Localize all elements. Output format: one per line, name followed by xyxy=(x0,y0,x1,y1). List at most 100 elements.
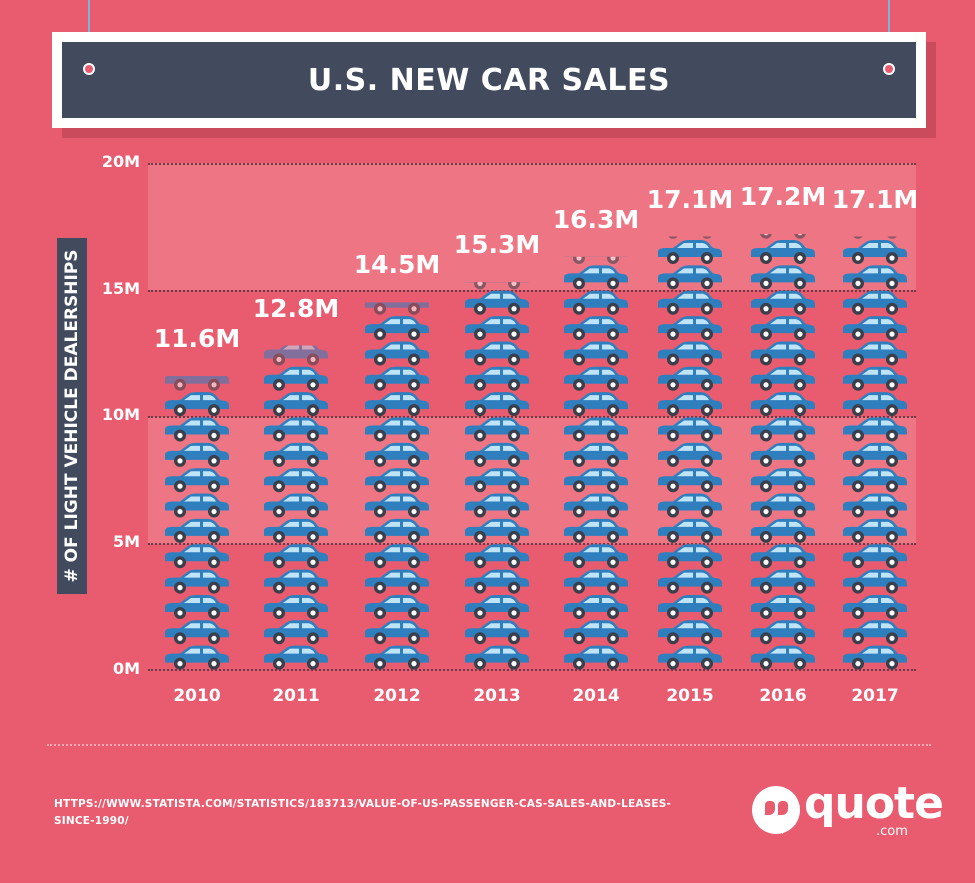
car-icon xyxy=(465,569,529,594)
car-bar-2014 xyxy=(564,256,628,670)
car-bar-2013 xyxy=(465,282,529,670)
car-icon xyxy=(264,417,328,442)
value-label-2011: 12.8M xyxy=(252,293,340,323)
car-icon xyxy=(751,316,815,341)
car-icon xyxy=(264,544,328,569)
car-icon xyxy=(264,645,328,670)
car-icon-partial xyxy=(264,345,328,366)
car-icon xyxy=(465,417,529,442)
x-tick-2010: 2010 xyxy=(173,686,221,706)
quote-logo[interactable]: quote .com xyxy=(752,778,944,840)
car-icon xyxy=(365,645,429,670)
value-label-2017: 17.1M xyxy=(831,184,919,214)
car-icon xyxy=(365,594,429,619)
car-icon-partial xyxy=(465,282,529,290)
car-icon xyxy=(365,341,429,366)
gridline-10 xyxy=(148,416,916,418)
car-icon xyxy=(751,645,815,670)
car-icon xyxy=(264,518,328,543)
car-icon xyxy=(365,493,429,518)
car-icon xyxy=(564,620,628,645)
car-icon xyxy=(843,290,907,315)
gridline-15 xyxy=(148,290,916,292)
car-bar-2017 xyxy=(843,236,907,670)
car-icon xyxy=(751,417,815,442)
footer-separator xyxy=(47,744,931,746)
logo-suffix: .com xyxy=(876,824,908,839)
car-icon-partial xyxy=(760,233,806,239)
car-icon xyxy=(751,569,815,594)
gridline-0 xyxy=(148,669,916,671)
car-icon xyxy=(264,442,328,467)
car-icon xyxy=(165,442,229,467)
car-icon xyxy=(264,620,328,645)
car-icon xyxy=(465,544,529,569)
car-icon xyxy=(465,366,529,391)
car-icon xyxy=(264,392,328,417)
car-icon xyxy=(843,544,907,569)
car-icon xyxy=(658,544,722,569)
x-tick-2014: 2014 xyxy=(572,686,620,706)
car-icon xyxy=(365,366,429,391)
car-icon xyxy=(751,392,815,417)
car-bar-2012 xyxy=(365,302,429,670)
car-icon xyxy=(564,392,628,417)
car-icon xyxy=(843,493,907,518)
car-icon xyxy=(465,290,529,315)
value-label-2015: 17.1M xyxy=(646,184,734,214)
car-icon xyxy=(465,518,529,543)
car-icon xyxy=(465,316,529,341)
value-label-2010: 11.6M xyxy=(153,323,241,353)
x-tick-2013: 2013 xyxy=(473,686,521,706)
gridline-20 xyxy=(148,163,916,165)
car-icon xyxy=(564,366,628,391)
car-icon xyxy=(465,594,529,619)
car-icon xyxy=(465,392,529,417)
banner-pin-right xyxy=(883,63,895,75)
car-icon xyxy=(843,645,907,670)
car-icon xyxy=(564,316,628,341)
car-icon xyxy=(658,442,722,467)
car-icon xyxy=(165,544,229,569)
car-icon xyxy=(658,417,722,442)
car-icon xyxy=(751,468,815,493)
car-icon xyxy=(365,442,429,467)
car-icon xyxy=(751,290,815,315)
car-icon xyxy=(165,620,229,645)
car-icon xyxy=(658,645,722,670)
car-icon-partial xyxy=(165,375,229,391)
car-icon xyxy=(365,316,429,341)
car-icon xyxy=(365,544,429,569)
car-bar-2010 xyxy=(165,375,229,670)
car-icon xyxy=(843,392,907,417)
car-icon xyxy=(165,645,229,670)
car-icon xyxy=(751,620,815,645)
y-axis-label-box xyxy=(57,238,87,594)
car-icon xyxy=(465,341,529,366)
car-icon xyxy=(564,645,628,670)
car-icon xyxy=(843,366,907,391)
y-tick-20: 20M xyxy=(101,152,140,171)
car-bar-2015 xyxy=(658,236,722,670)
x-tick-2015: 2015 xyxy=(666,686,714,706)
car-icon xyxy=(843,341,907,366)
car-icon xyxy=(843,620,907,645)
car-icon xyxy=(564,442,628,467)
car-icon xyxy=(658,366,722,391)
car-icon xyxy=(751,341,815,366)
car-icon xyxy=(465,620,529,645)
car-icon xyxy=(658,569,722,594)
car-icon xyxy=(365,468,429,493)
car-icon xyxy=(751,544,815,569)
car-icon xyxy=(658,316,722,341)
car-icon xyxy=(843,316,907,341)
car-icon xyxy=(165,518,229,543)
x-tick-2016: 2016 xyxy=(759,686,807,706)
car-icon xyxy=(365,518,429,543)
car-icon-partial xyxy=(365,302,429,315)
source-url[interactable]: HTTPS://WWW.STATISTA.COM/STATISTICS/1837… xyxy=(54,798,672,827)
car-icon xyxy=(465,442,529,467)
logo-wordmark: quote xyxy=(804,778,944,829)
car-icon xyxy=(365,392,429,417)
